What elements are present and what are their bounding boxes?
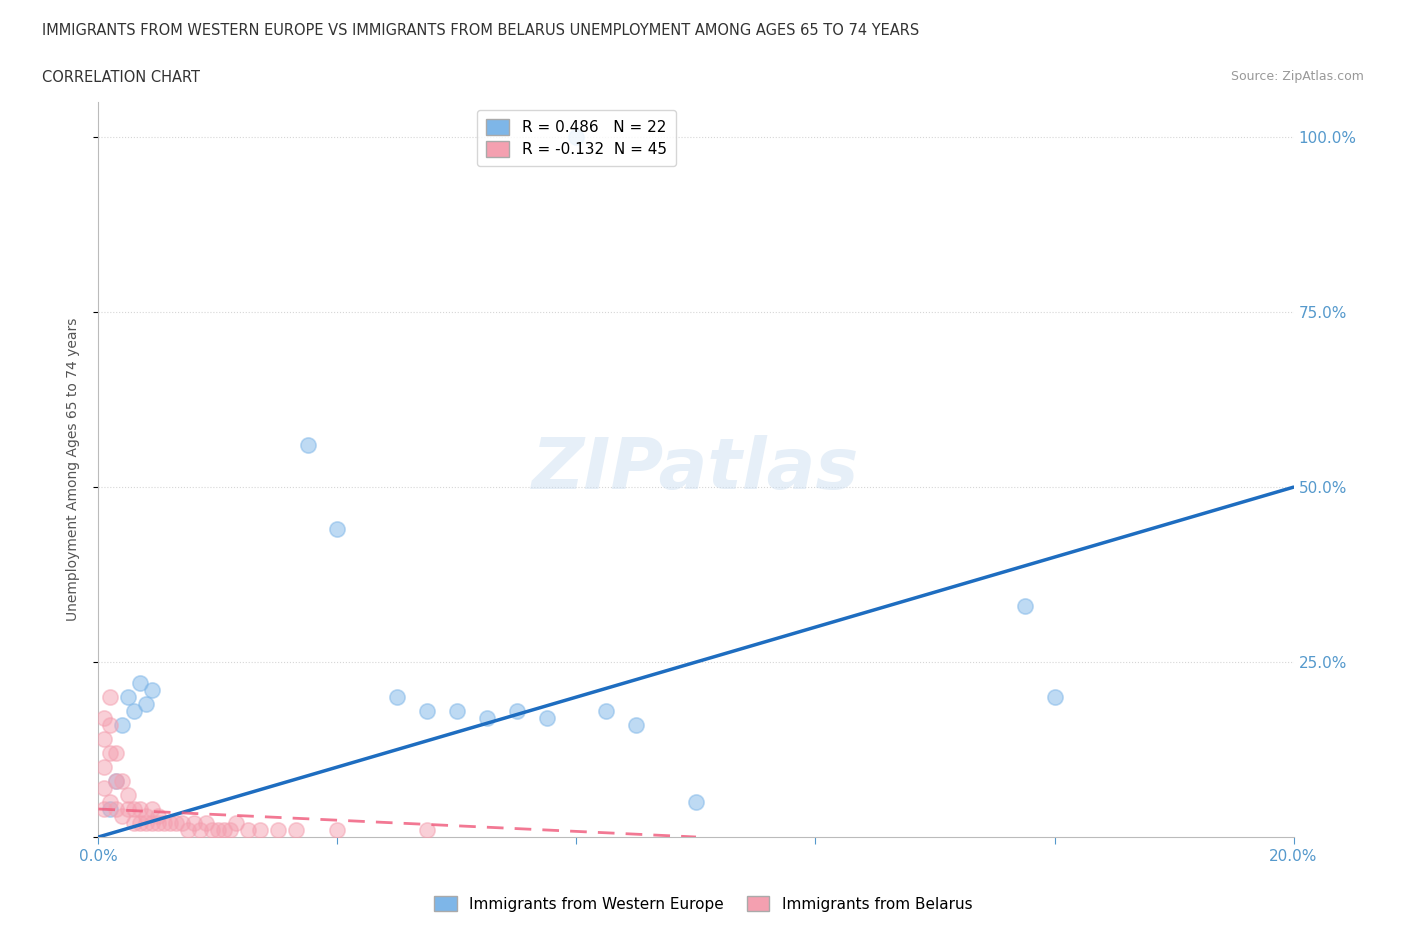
Point bbox=[284, 822, 307, 837]
Point bbox=[195, 816, 218, 830]
Point bbox=[267, 822, 290, 837]
Point bbox=[111, 808, 134, 823]
Point bbox=[207, 822, 229, 837]
Point bbox=[165, 816, 187, 830]
Point bbox=[100, 690, 122, 705]
Point bbox=[135, 816, 157, 830]
Point bbox=[446, 704, 468, 719]
Point bbox=[124, 816, 146, 830]
Point bbox=[105, 774, 128, 789]
Point bbox=[129, 816, 152, 830]
Point bbox=[565, 130, 588, 145]
Point bbox=[124, 704, 146, 719]
Point bbox=[626, 718, 648, 733]
Point bbox=[297, 438, 319, 453]
Point bbox=[249, 822, 271, 837]
Point bbox=[416, 704, 439, 719]
Point bbox=[93, 802, 115, 817]
Point bbox=[135, 808, 157, 823]
Point bbox=[105, 774, 128, 789]
Point bbox=[117, 690, 139, 705]
Point bbox=[219, 822, 242, 837]
Point bbox=[93, 780, 115, 795]
Point bbox=[141, 816, 163, 830]
Point bbox=[536, 711, 558, 725]
Point bbox=[236, 822, 259, 837]
Point bbox=[100, 746, 122, 761]
Text: Source: ZipAtlas.com: Source: ZipAtlas.com bbox=[1230, 70, 1364, 83]
Point bbox=[111, 718, 134, 733]
Point bbox=[129, 675, 152, 690]
Point bbox=[148, 808, 170, 823]
Point bbox=[475, 711, 498, 725]
Point bbox=[1043, 690, 1066, 705]
Point bbox=[100, 718, 122, 733]
Point bbox=[141, 802, 163, 817]
Point bbox=[188, 822, 211, 837]
Point bbox=[100, 794, 122, 809]
Point bbox=[93, 732, 115, 747]
Legend: R = 0.486   N = 22, R = -0.132  N = 45: R = 0.486 N = 22, R = -0.132 N = 45 bbox=[477, 110, 676, 166]
Point bbox=[595, 704, 617, 719]
Point bbox=[153, 816, 176, 830]
Point bbox=[148, 816, 170, 830]
Y-axis label: Unemployment Among Ages 65 to 74 years: Unemployment Among Ages 65 to 74 years bbox=[66, 318, 80, 621]
Point bbox=[93, 711, 115, 725]
Point bbox=[506, 704, 529, 719]
Point bbox=[141, 683, 163, 698]
Text: ZIPatlas: ZIPatlas bbox=[533, 435, 859, 504]
Point bbox=[93, 760, 115, 775]
Point bbox=[172, 816, 194, 830]
Point bbox=[159, 816, 181, 830]
Point bbox=[225, 816, 247, 830]
Point bbox=[201, 822, 224, 837]
Point bbox=[124, 802, 146, 817]
Point bbox=[212, 822, 235, 837]
Point bbox=[183, 816, 205, 830]
Legend: Immigrants from Western Europe, Immigrants from Belarus: Immigrants from Western Europe, Immigran… bbox=[427, 889, 979, 918]
Point bbox=[416, 822, 439, 837]
Point bbox=[129, 802, 152, 817]
Text: IMMIGRANTS FROM WESTERN EUROPE VS IMMIGRANTS FROM BELARUS UNEMPLOYMENT AMONG AGE: IMMIGRANTS FROM WESTERN EUROPE VS IMMIGR… bbox=[42, 23, 920, 38]
Point bbox=[326, 822, 349, 837]
Point bbox=[105, 746, 128, 761]
Text: CORRELATION CHART: CORRELATION CHART bbox=[42, 70, 200, 85]
Point bbox=[326, 522, 349, 537]
Point bbox=[685, 794, 707, 809]
Point bbox=[135, 697, 157, 711]
Point bbox=[105, 802, 128, 817]
Point bbox=[100, 802, 122, 817]
Point bbox=[117, 788, 139, 803]
Point bbox=[177, 822, 200, 837]
Point bbox=[1014, 599, 1036, 614]
Point bbox=[111, 774, 134, 789]
Point bbox=[385, 690, 409, 705]
Point bbox=[117, 802, 139, 817]
